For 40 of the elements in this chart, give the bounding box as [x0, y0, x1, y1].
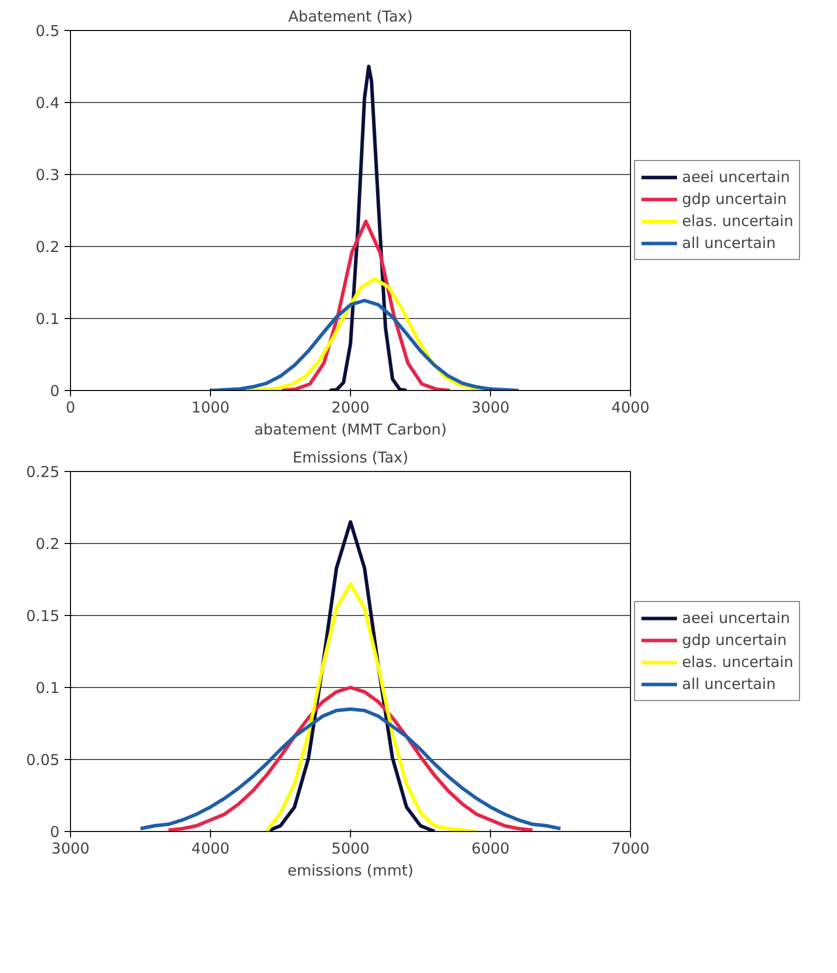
- y-tick-label: 0.3: [36, 166, 60, 184]
- legend-label: aeei uncertain: [682, 168, 790, 186]
- line-series: [280, 220, 452, 390]
- y-tick-label: 0.1: [36, 310, 60, 328]
- y-tick-label: 0.4: [36, 94, 60, 112]
- x-tick-label: 5000: [331, 840, 370, 858]
- line-series: [138, 707, 562, 830]
- y-tick-label: 0.15: [26, 607, 60, 625]
- legend-label: all uncertain: [682, 675, 776, 693]
- y-tick-label: 0.1: [36, 679, 60, 697]
- y-tick-label: 0: [50, 823, 60, 841]
- x-tick-label: 3000: [51, 840, 90, 858]
- legend-label: aeei uncertain: [682, 609, 790, 627]
- x-tick-label: 7000: [611, 840, 650, 858]
- chart-title: Emissions (Tax): [292, 448, 408, 466]
- y-tick-label: 0.2: [36, 535, 60, 553]
- legend-label: elas. uncertain: [682, 653, 794, 671]
- line-series: [264, 582, 478, 832]
- y-tick-label: 0.5: [36, 22, 60, 40]
- legend-label: elas. uncertain: [682, 212, 794, 230]
- line-series: [208, 298, 520, 390]
- y-tick-label: 0: [50, 382, 60, 400]
- x-tick-label: 1000: [191, 398, 230, 416]
- legend-label: all uncertain: [682, 234, 776, 252]
- y-tick-label: 0.05: [26, 751, 60, 769]
- legend-label: gdp uncertain: [682, 190, 787, 208]
- x-tick-label: 6000: [471, 840, 510, 858]
- x-axis-title: abatement (MMT Carbon): [254, 420, 447, 438]
- chart-title: Abatement (Tax): [288, 8, 413, 26]
- x-tick-label: 2000: [331, 398, 370, 416]
- y-tick-label: 0.25: [26, 463, 60, 481]
- x-tick-label: 3000: [471, 398, 510, 416]
- line-series: [328, 64, 408, 390]
- y-tick-label: 0.2: [36, 238, 60, 256]
- x-tick-label: 4000: [191, 840, 230, 858]
- x-axis-title: emissions (mmt): [288, 862, 414, 880]
- x-tick-label: 4000: [611, 398, 650, 416]
- legend-label: gdp uncertain: [682, 631, 787, 649]
- x-tick-label: 0: [66, 398, 76, 416]
- line-series: [166, 686, 534, 832]
